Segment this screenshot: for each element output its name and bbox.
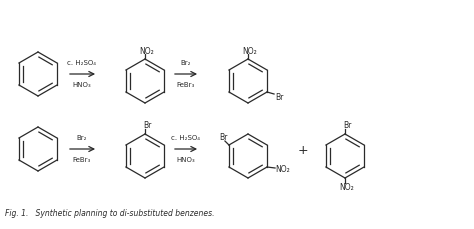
- Text: +: +: [298, 143, 308, 156]
- Text: Br: Br: [143, 121, 151, 130]
- Text: NO₂: NO₂: [243, 46, 257, 55]
- Text: HNO₃: HNO₃: [177, 156, 195, 162]
- Text: Br: Br: [275, 92, 283, 101]
- Text: Br₂: Br₂: [181, 60, 191, 66]
- Text: Br₂: Br₂: [77, 134, 87, 140]
- Text: Br: Br: [219, 133, 227, 142]
- Text: c. H₂SO₄: c. H₂SO₄: [67, 60, 97, 66]
- Text: FeBr₃: FeBr₃: [73, 156, 91, 162]
- Text: HNO₃: HNO₃: [73, 82, 91, 88]
- Text: Br: Br: [343, 121, 351, 130]
- Text: FeBr₃: FeBr₃: [177, 82, 195, 88]
- Text: NO₂: NO₂: [140, 46, 155, 55]
- Text: NO₂: NO₂: [276, 165, 291, 174]
- Text: Fig. 1.   Synthetic planning to di-substituted benzenes.: Fig. 1. Synthetic planning to di-substit…: [5, 208, 215, 217]
- Text: NO₂: NO₂: [340, 183, 355, 192]
- Text: c. H₂SO₄: c. H₂SO₄: [172, 134, 201, 140]
